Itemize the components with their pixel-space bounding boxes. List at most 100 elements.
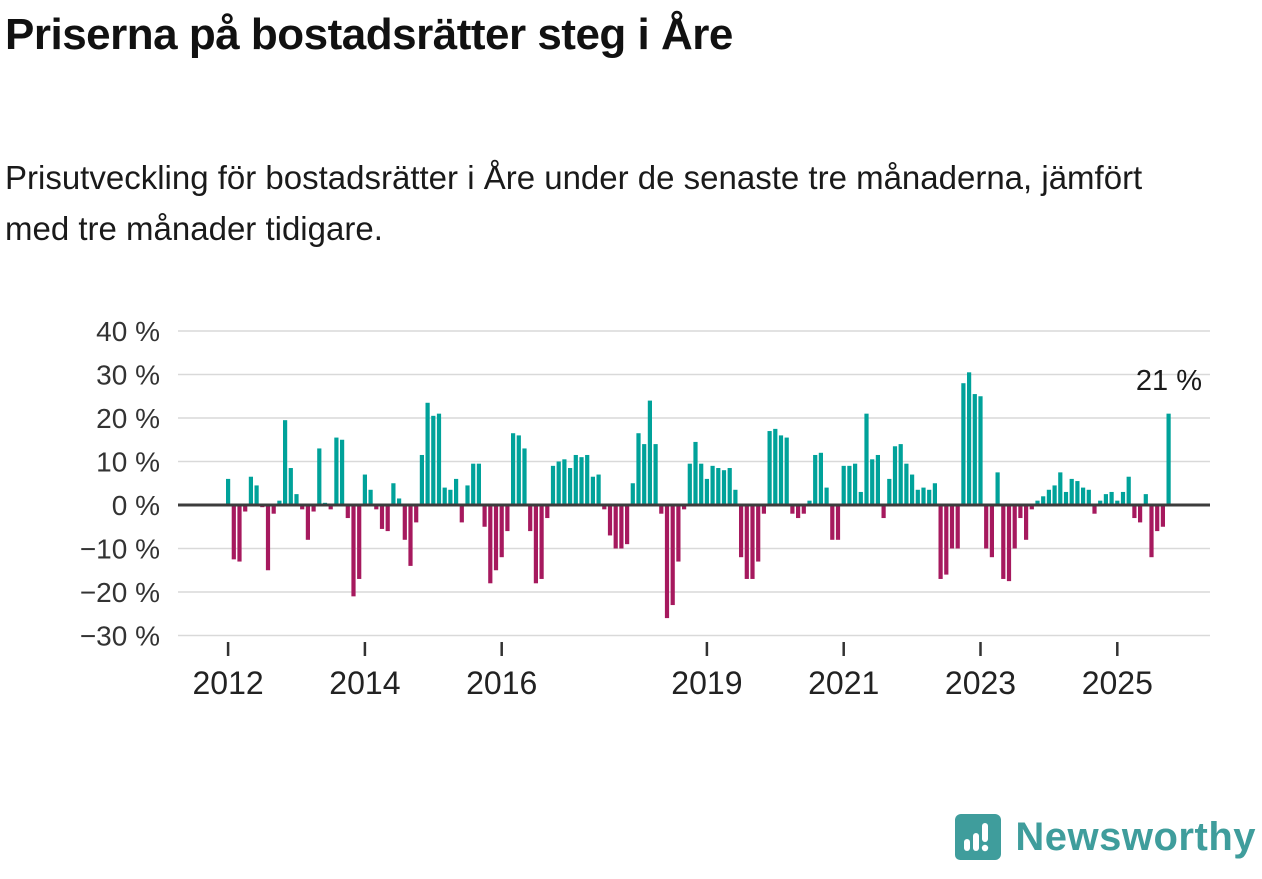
newsworthy-logo-link[interactable]: Newsworthy xyxy=(953,812,1256,862)
bar xyxy=(568,468,573,505)
bar xyxy=(704,478,709,505)
bar xyxy=(1001,505,1006,579)
y-axis-label: −10 % xyxy=(80,534,160,565)
y-axis-label: 0 % xyxy=(112,490,160,521)
bar xyxy=(1160,505,1165,527)
bar xyxy=(659,505,664,514)
bar xyxy=(653,444,658,505)
bar xyxy=(511,433,516,505)
bar xyxy=(465,485,470,505)
bar xyxy=(1006,505,1012,582)
bar xyxy=(790,505,795,514)
bar xyxy=(744,505,749,579)
newsworthy-icon xyxy=(955,814,1002,860)
y-axis-label: 10 % xyxy=(96,447,160,478)
bar xyxy=(226,478,231,505)
bar xyxy=(995,472,1000,505)
bar xyxy=(243,505,248,512)
bar xyxy=(345,505,350,519)
bar xyxy=(1166,413,1171,505)
bar xyxy=(989,505,994,558)
bar xyxy=(978,396,983,505)
chart-title: Priserna på bostadsrätter steg i Åre xyxy=(5,10,733,59)
bar xyxy=(271,505,276,514)
bar xyxy=(539,505,544,579)
bar xyxy=(362,474,367,505)
bar xyxy=(425,402,430,505)
bar xyxy=(454,478,459,505)
bar xyxy=(1092,505,1097,514)
bar xyxy=(733,489,738,505)
bar xyxy=(927,489,932,505)
bar xyxy=(328,505,333,510)
bar xyxy=(340,439,345,505)
bar xyxy=(904,463,909,505)
bar xyxy=(351,505,356,597)
bar xyxy=(830,505,835,540)
bar xyxy=(573,454,578,505)
bar xyxy=(807,500,812,505)
bar xyxy=(1120,491,1126,505)
bar xyxy=(482,505,487,527)
bar xyxy=(824,487,829,505)
bar xyxy=(841,465,846,505)
bar xyxy=(892,446,898,505)
bar xyxy=(357,505,362,579)
price-bar-chart: 40 % 30 % 20 % 10 % 0 % −10 % −20 % −30 % 2012 20… xyxy=(0,300,1262,710)
bar xyxy=(670,505,675,606)
bar xyxy=(1081,487,1086,505)
bar xyxy=(778,435,784,505)
bar xyxy=(710,465,715,505)
bar xyxy=(693,441,698,505)
bar xyxy=(796,505,801,519)
bar xyxy=(1155,505,1160,532)
bar xyxy=(311,505,316,512)
bar xyxy=(687,463,692,505)
bar xyxy=(522,448,527,505)
bar xyxy=(642,444,647,505)
bar xyxy=(961,383,966,505)
bar xyxy=(528,505,533,532)
bar xyxy=(1058,472,1063,505)
bar xyxy=(636,433,641,505)
bar xyxy=(1069,478,1074,505)
bar xyxy=(630,483,635,505)
bar xyxy=(875,454,880,505)
y-axis-label: −20 % xyxy=(80,577,160,608)
bar xyxy=(813,454,818,505)
bar xyxy=(944,505,949,575)
x-tick-label: 2014 xyxy=(329,665,400,701)
chart-header: Priserna på bostadsrätter steg i Åre Pri… xyxy=(5,10,1245,254)
bar xyxy=(505,505,510,532)
bar xyxy=(910,474,915,505)
bar xyxy=(835,505,841,540)
bar xyxy=(585,454,590,505)
bar xyxy=(1075,481,1080,505)
bar xyxy=(488,505,493,584)
bar xyxy=(921,487,926,505)
bar xyxy=(767,431,772,505)
bar xyxy=(619,505,624,549)
bar xyxy=(379,505,385,529)
bar xyxy=(721,470,727,505)
x-tick-label: 2016 xyxy=(466,665,537,701)
bar xyxy=(1103,494,1108,505)
bar xyxy=(967,372,972,505)
bar xyxy=(562,459,567,505)
bar xyxy=(870,459,875,505)
bar xyxy=(949,505,955,549)
x-tick-label: 2021 xyxy=(808,665,879,701)
bar xyxy=(431,415,436,505)
bar xyxy=(602,505,607,510)
y-axis-label: 20 % xyxy=(96,403,160,434)
bar xyxy=(784,437,789,505)
bar xyxy=(1115,500,1120,505)
bar xyxy=(1024,505,1029,540)
bar xyxy=(1029,505,1034,510)
bar xyxy=(699,463,704,505)
bar xyxy=(579,457,584,505)
bar xyxy=(761,505,766,514)
bar xyxy=(385,505,390,532)
bar xyxy=(887,478,892,505)
